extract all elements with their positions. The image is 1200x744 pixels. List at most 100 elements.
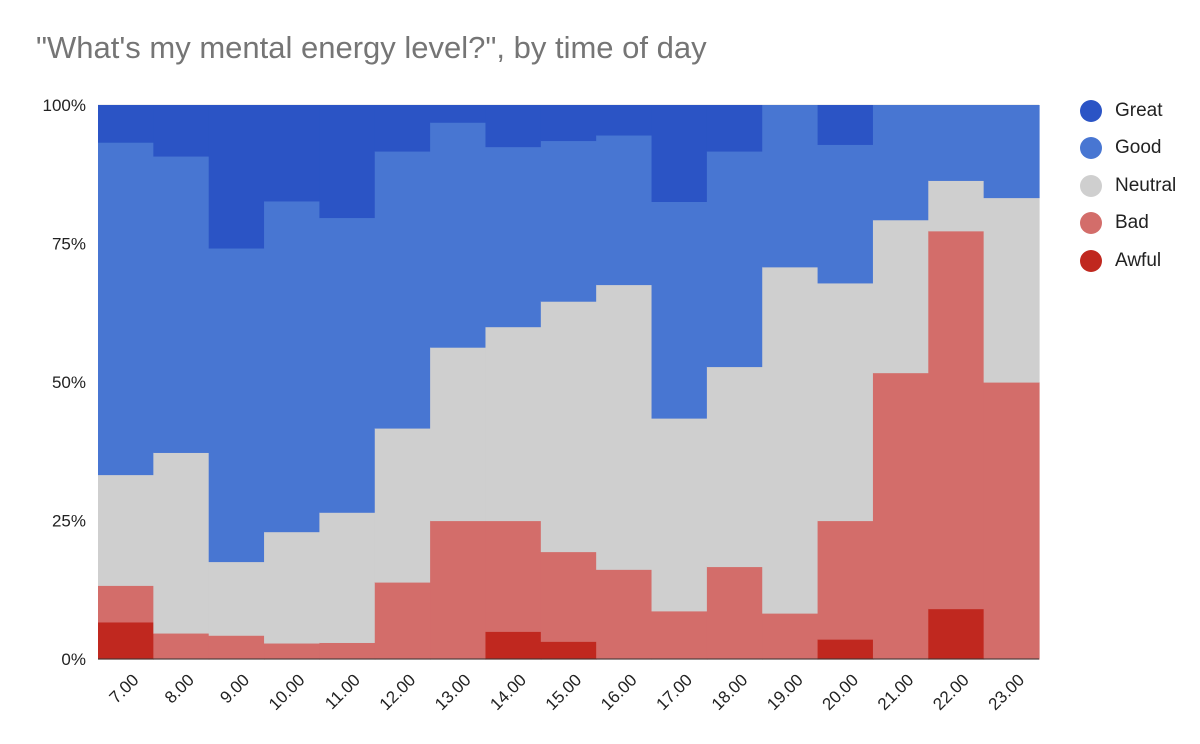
bar-great-13-00 xyxy=(430,105,487,123)
chart-title: "What's my mental energy level?", by tim… xyxy=(36,30,707,65)
x-tick-label: 7.00 xyxy=(106,670,143,707)
y-tick-label: 100% xyxy=(43,96,86,115)
x-tick-label: 11.00 xyxy=(321,670,364,713)
bar-neutral-22-00 xyxy=(928,180,985,232)
stacked-columns xyxy=(98,105,1040,660)
bar-awful-20-00 xyxy=(817,639,874,660)
x-tick-label: 17.00 xyxy=(653,670,697,714)
bar-good-19-00 xyxy=(762,105,819,268)
bar-bad-18-00 xyxy=(706,566,763,660)
legend-label: Great xyxy=(1115,99,1163,121)
y-tick-label: 25% xyxy=(52,512,86,531)
x-tick-label: 22.00 xyxy=(929,670,973,714)
bar-good-17-00 xyxy=(651,201,708,419)
legend-swatch xyxy=(1080,174,1102,197)
bar-bad-19-00 xyxy=(762,613,819,660)
bar-neutral-20-00 xyxy=(817,282,874,522)
x-tick-label: 15.00 xyxy=(542,670,586,714)
legend-label: Awful xyxy=(1115,249,1162,271)
x-tick-label: 20.00 xyxy=(819,670,863,714)
y-tick-label: 50% xyxy=(52,373,86,392)
legend-label: Neutral xyxy=(1115,174,1177,196)
x-tick-label: 18.00 xyxy=(708,670,752,714)
legend-item-good: Good xyxy=(1080,130,1176,168)
legend-swatch xyxy=(1080,99,1102,122)
x-tick-label: 19.00 xyxy=(763,670,807,714)
bar-bad-20-00 xyxy=(817,520,874,640)
bar-bad-15-00 xyxy=(540,551,597,642)
bar-neutral-16-00 xyxy=(596,284,653,570)
bar-bad-8-00 xyxy=(153,632,210,660)
legend-item-awful: Awful xyxy=(1080,242,1176,280)
x-tick-label: 16.00 xyxy=(597,670,641,714)
x-tick-label: 23.00 xyxy=(985,670,1029,714)
bar-bad-9-00 xyxy=(208,635,265,660)
bar-neutral-13-00 xyxy=(430,347,487,522)
x-tick-label: 10.00 xyxy=(265,670,309,714)
bar-good-7-00 xyxy=(98,142,154,476)
bar-good-18-00 xyxy=(706,150,763,368)
x-tick-label: 8.00 xyxy=(161,670,198,707)
bar-great-7-00 xyxy=(98,105,154,143)
x-tick-label: 12.00 xyxy=(376,670,420,714)
bar-neutral-12-00 xyxy=(374,427,431,583)
bar-neutral-15-00 xyxy=(540,301,597,553)
bar-good-14-00 xyxy=(485,146,542,328)
bar-good-21-00 xyxy=(872,105,929,221)
legend-label: Bad xyxy=(1115,212,1149,234)
bar-neutral-17-00 xyxy=(651,418,708,612)
bar-bad-22-00 xyxy=(928,230,985,610)
legend-swatch xyxy=(1080,137,1102,160)
bar-good-13-00 xyxy=(430,122,487,348)
bar-great-10-00 xyxy=(264,105,321,202)
bar-neutral-7-00 xyxy=(98,474,154,586)
bar-good-11-00 xyxy=(319,217,376,513)
bar-bad-17-00 xyxy=(651,610,708,660)
bar-great-11-00 xyxy=(319,105,376,219)
x-tick-label: 21.00 xyxy=(874,670,918,714)
bar-good-15-00 xyxy=(540,140,597,302)
bar-good-12-00 xyxy=(374,150,431,429)
bar-neutral-11-00 xyxy=(319,512,376,643)
legend-swatch xyxy=(1080,212,1102,235)
bar-bad-14-00 xyxy=(485,520,542,632)
bar-good-16-00 xyxy=(596,134,653,286)
bar-bad-10-00 xyxy=(264,642,321,660)
bar-bad-12-00 xyxy=(374,581,431,660)
y-tick-label: 0% xyxy=(61,650,86,669)
bar-great-16-00 xyxy=(596,105,653,136)
bar-good-23-00 xyxy=(983,105,1040,199)
bar-bad-21-00 xyxy=(872,372,929,660)
bar-neutral-10-00 xyxy=(264,531,321,644)
legend-item-great: Great xyxy=(1080,92,1176,130)
bar-neutral-21-00 xyxy=(872,219,929,374)
bar-bad-7-00 xyxy=(98,585,154,623)
bar-great-20-00 xyxy=(817,105,874,145)
bar-awful-15-00 xyxy=(540,641,597,660)
bar-good-9-00 xyxy=(208,247,265,563)
bar-good-22-00 xyxy=(928,105,985,181)
x-tick-label: 9.00 xyxy=(216,670,253,707)
bar-bad-11-00 xyxy=(319,642,376,660)
bar-neutral-23-00 xyxy=(983,197,1040,383)
bar-neutral-9-00 xyxy=(208,561,265,636)
bar-neutral-8-00 xyxy=(153,452,210,634)
bar-great-8-00 xyxy=(153,105,210,157)
bar-awful-22-00 xyxy=(928,608,985,660)
legend: Great Good Neutral Bad Awful xyxy=(1080,92,1176,280)
bar-great-12-00 xyxy=(374,105,431,152)
legend-label: Good xyxy=(1115,137,1162,159)
bar-great-14-00 xyxy=(485,105,542,148)
bar-awful-7-00 xyxy=(98,621,154,660)
bar-good-8-00 xyxy=(153,155,210,453)
bar-great-15-00 xyxy=(540,105,597,142)
bar-neutral-14-00 xyxy=(485,326,542,522)
bar-great-17-00 xyxy=(651,105,708,202)
bar-bad-13-00 xyxy=(430,520,487,660)
bar-awful-14-00 xyxy=(485,631,542,660)
x-tick-label: 14.00 xyxy=(486,670,530,714)
y-tick-label: 75% xyxy=(52,235,86,254)
x-tick-label: 13.00 xyxy=(431,670,475,714)
legend-item-bad: Bad xyxy=(1080,205,1176,243)
